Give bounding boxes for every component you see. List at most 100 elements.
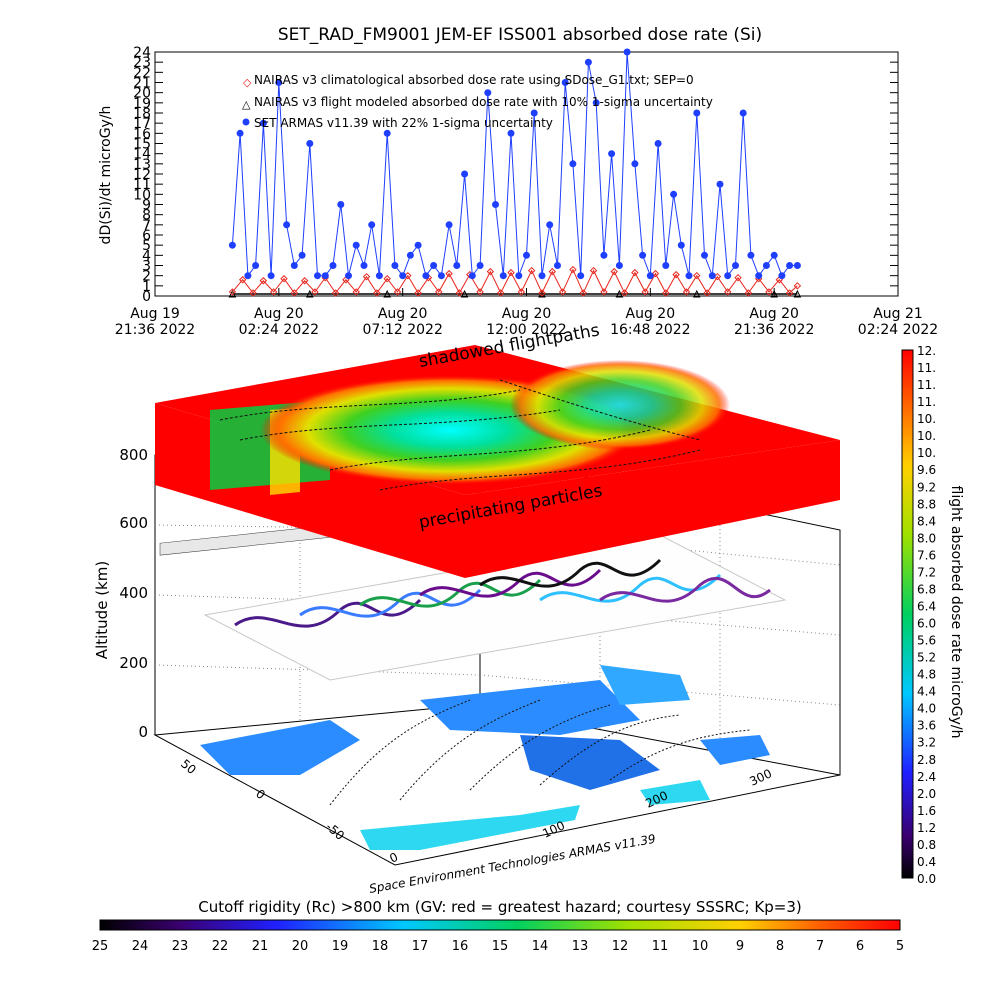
y-tick-label: 0 [142, 289, 151, 305]
y-tick-label: 22 [133, 65, 151, 81]
dose-colorbar-tick: 7.2 [917, 565, 936, 579]
legend-entry-flight: NAIRAS v3 flight modeled absorbed dose r… [254, 95, 713, 109]
dose-colorbar-tick: 2.0 [917, 787, 936, 801]
rigidity-colorbar-tick: 22 [212, 939, 229, 954]
armas-point [244, 272, 252, 280]
clim-point [383, 275, 391, 283]
armas-point [561, 79, 569, 86]
upper-slab-gradient [210, 360, 730, 495]
armas-point [314, 272, 321, 280]
dose-colorbar-tick: 9.2 [917, 480, 936, 494]
armas-point [615, 262, 623, 269]
clim-point [445, 269, 453, 278]
dose-colorbar-label: flight absorbed dose rate microGy/h [948, 486, 964, 739]
dose-colorbar-tick: 5.2 [917, 651, 936, 665]
y-tick-label: 13 [133, 157, 151, 173]
armas-point [252, 262, 260, 269]
armas-point [584, 58, 592, 66]
armas-point [461, 170, 469, 178]
armas-point [352, 241, 360, 249]
rigidity-colorbar-tick: 24 [132, 939, 149, 954]
dose-colorbar-tick: 4.0 [917, 702, 936, 716]
landmass [200, 720, 360, 775]
landmass [360, 805, 580, 850]
clim-point [765, 288, 773, 296]
rigidity-colorbar-tick: 15 [492, 939, 509, 954]
rigidity-colorbar-tick: 7 [816, 939, 824, 954]
rigidity-colorbar-tick: 23 [172, 939, 189, 954]
armas-point [546, 221, 554, 229]
armas-point [329, 262, 337, 269]
y-tick-label: 24 [133, 45, 151, 61]
x-tick-label: 21:36 2022 [115, 322, 195, 338]
armas-point [414, 241, 422, 249]
x-tick-label: Aug 20 [254, 306, 304, 322]
rigidity-colorbar: Cutoff rigidity (Rc) >800 km (GV: red = … [92, 898, 904, 954]
clim-point [249, 289, 257, 297]
armas-point [778, 272, 786, 280]
dose-colorbar-tick: 8.8 [917, 497, 936, 511]
map-ground-tracks [329, 699, 751, 806]
armas-point [530, 109, 538, 117]
y-tick-label: 19 [133, 96, 151, 112]
dose-colorbar-tick: 12. [917, 344, 936, 358]
rigidity-colorbar-tick: 5 [896, 939, 904, 954]
clim-point [724, 288, 732, 296]
clim-point [610, 267, 618, 276]
flight-point [460, 289, 469, 298]
legend-entry-armas: SET ARMAS v11.39 with 22% 1-sigma uncert… [254, 116, 553, 130]
timeseries-plot: 0123456789101112131415161718192021222324… [98, 45, 938, 338]
orbit-tracks [234, 558, 771, 628]
clim-point [228, 288, 237, 296]
clim-point [579, 289, 587, 297]
upper-slab-side [465, 440, 840, 578]
armas-point [228, 241, 236, 249]
rigidity-colorbar-tick: 19 [332, 939, 349, 954]
armas-point [236, 129, 244, 137]
landmass [700, 735, 770, 765]
y-axis-label: dD(Si)/dt microGy/h [98, 106, 114, 245]
armas-point [406, 251, 414, 259]
y-tick-label: 1 [142, 279, 151, 295]
armas-point [724, 272, 732, 280]
dose-colorbar-tick: 11. [917, 378, 936, 392]
rigidity-colorbar-tick: 8 [776, 939, 784, 954]
landmass [420, 680, 640, 735]
armas-point [283, 221, 291, 229]
legend-entry-clim: NAIRAS v3 climatological absorbed dose r… [254, 73, 694, 87]
dose-colorbar: 12. 11. 11. 11. 10. 10. 10. 9.6 9.2 8.8 8.4 8.0 7.6 7… [901, 344, 964, 886]
x-tick-label: 02:24 2022 [239, 322, 319, 338]
y-tick-label: 21 [133, 76, 151, 92]
armas-point [662, 262, 670, 269]
armas-point [770, 251, 778, 259]
armas-point [507, 129, 515, 137]
clim-point [280, 275, 288, 283]
altitude-ticks: 0 200 400 600 800 [119, 446, 148, 741]
rigidity-colorbar-tick: 6 [856, 939, 864, 954]
chart-title: SET_RAD_FM9001 JEM-EF ISS001 absorbed do… [278, 25, 762, 45]
armas-point [569, 160, 577, 168]
armas-point [786, 262, 794, 269]
dose-colorbar-tick: 5.6 [917, 634, 936, 648]
clim-point [455, 289, 464, 297]
armas-point [762, 262, 770, 269]
clim-point [672, 270, 680, 279]
clim-point [589, 266, 598, 275]
rigidity-colorbar-gradient [99, 919, 901, 931]
dose-colorbar-tick: 4.4 [917, 685, 936, 699]
armas-point [515, 272, 523, 280]
slab-flightpaths [219, 379, 701, 491]
clim-point [507, 268, 515, 277]
clim-point [527, 266, 536, 275]
clim-point [517, 288, 526, 296]
clim-point [744, 289, 753, 297]
dose-colorbar-tick: 8.0 [917, 531, 936, 545]
dose-colorbar-tick: 11. [917, 361, 936, 375]
flight-point [305, 289, 314, 298]
clim-point [651, 269, 660, 278]
clim-point [362, 272, 371, 281]
armas-point [654, 140, 662, 147]
clim-point [414, 289, 422, 297]
y-tick-label: 9 [142, 198, 151, 214]
y-tick-label: 23 [133, 55, 151, 71]
